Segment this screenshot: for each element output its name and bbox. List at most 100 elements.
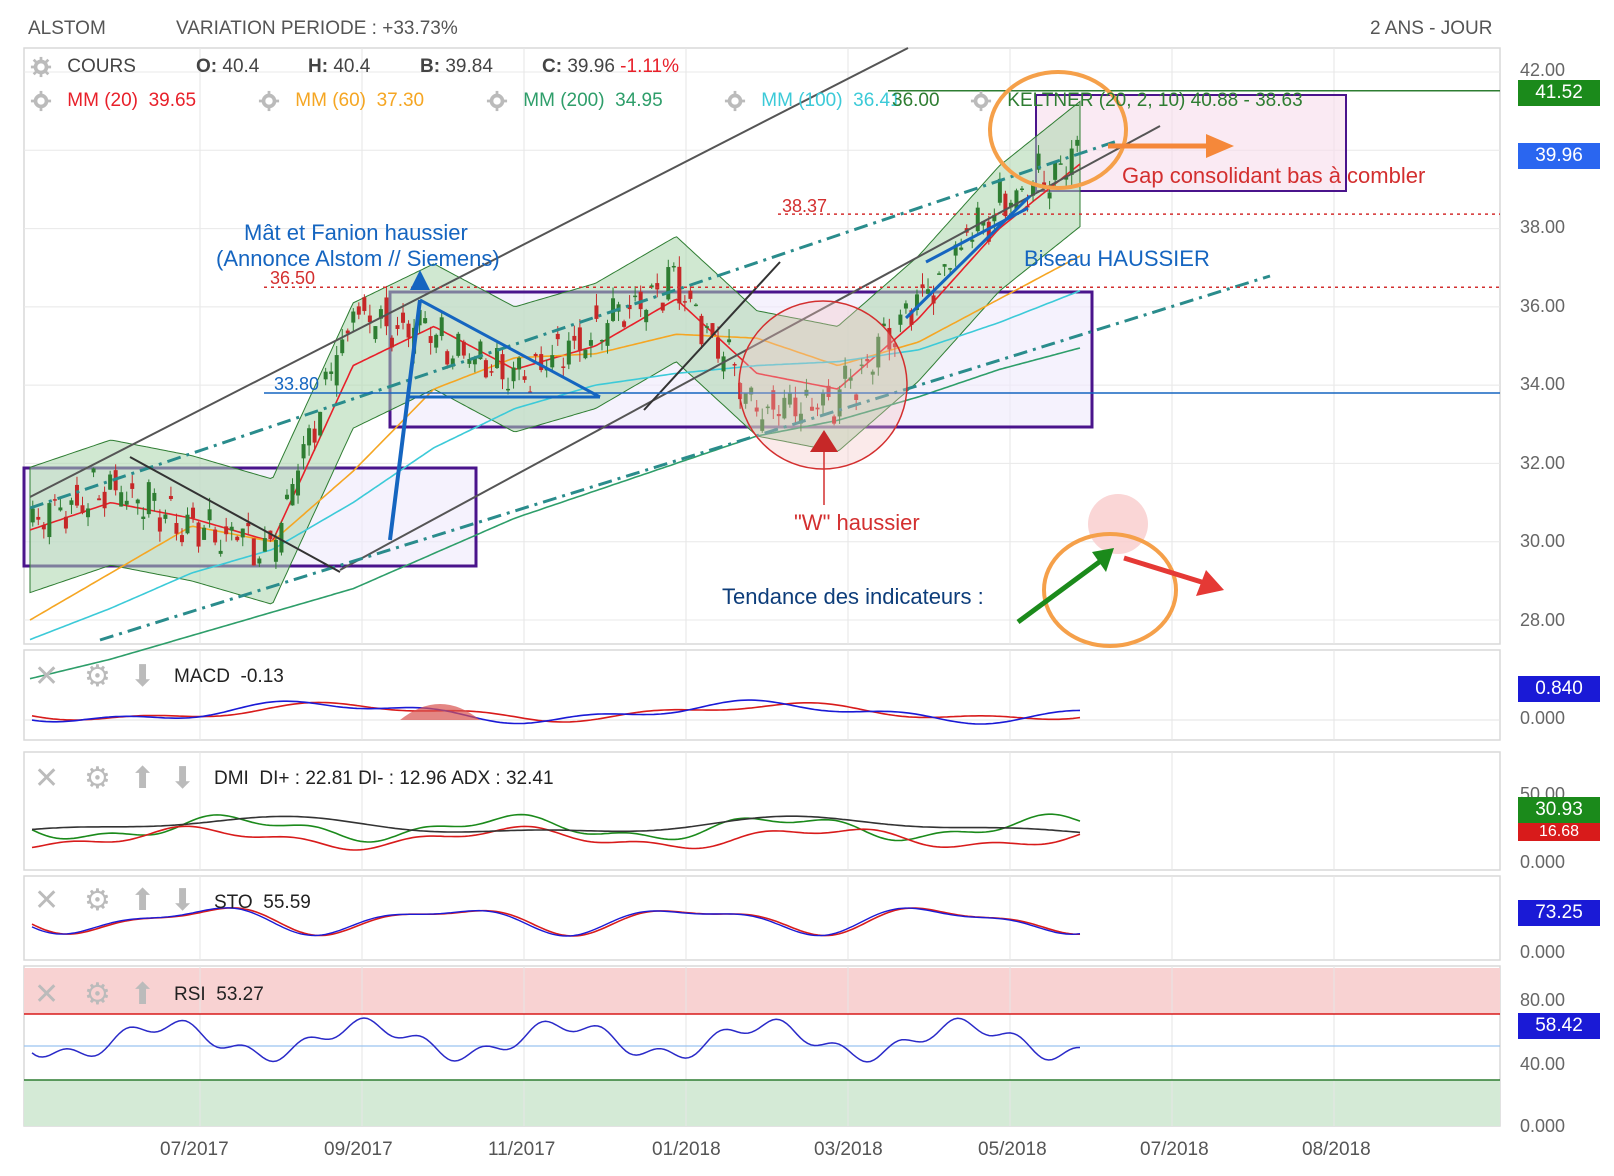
candle-body (91, 468, 96, 473)
candle-body (876, 336, 881, 368)
candle-body (1025, 205, 1030, 208)
arrow-up-icon[interactable]: ⬆ (130, 978, 156, 1011)
gear-icon[interactable] (724, 90, 746, 112)
candle-body (743, 393, 748, 404)
candle-body (914, 294, 919, 311)
trend-up-arrow-head (1092, 548, 1114, 572)
candle-body (693, 304, 698, 307)
close-icon[interactable]: ✕ (34, 762, 60, 795)
x-tick: 01/2018 (652, 1139, 721, 1160)
arrow-down-icon[interactable]: ⬇ (170, 884, 196, 917)
candle-body (870, 371, 875, 375)
candle-body (423, 318, 428, 324)
candle-body (832, 416, 837, 424)
candle-body (224, 526, 229, 535)
trend-annotation: Tendance des indicateurs : (722, 584, 984, 609)
candle-body (699, 315, 704, 345)
period-variation: VARIATION PERIODE : +33.73% (176, 18, 458, 39)
candle-body (384, 297, 389, 327)
candle-body (517, 357, 522, 370)
arrow-down-icon[interactable]: ⬇ (130, 660, 156, 693)
trend-circle (1042, 532, 1178, 648)
candle-body (754, 407, 759, 412)
candle-body (445, 351, 450, 365)
rsi-badge: 58.42 (1518, 1013, 1600, 1039)
candle-body (622, 321, 627, 327)
candle-body (533, 353, 538, 357)
keltner-value-2: 36.00 (892, 90, 940, 111)
arrow-down-icon[interactable]: ⬇ (170, 762, 196, 795)
gear-icon[interactable]: ⚙ (84, 762, 111, 795)
gear-icon[interactable]: ⚙ (84, 884, 111, 917)
arrow-up-icon[interactable]: ⬆ (130, 884, 156, 917)
candle-body (257, 558, 262, 564)
candle-body (373, 326, 378, 340)
candle-body (511, 367, 516, 382)
level-36-50: 36.50 (270, 268, 316, 288)
candle-body (494, 348, 499, 369)
w-pattern-arrow-head (810, 430, 838, 452)
open-value: O: 40.4 (196, 56, 260, 77)
y-tick: 34.00 (1520, 374, 1566, 394)
candle-body (506, 388, 511, 391)
gear-icon[interactable] (486, 90, 508, 112)
candle-body (179, 535, 184, 543)
candle-body (152, 492, 157, 501)
candle-body (130, 483, 135, 489)
close-icon[interactable]: ✕ (34, 660, 60, 693)
candle-body (566, 340, 571, 365)
period-selector[interactable]: 2 ANS - JOUR (1370, 18, 1493, 39)
mm100-legend: MM (100) 36.41 (724, 90, 901, 112)
candle-body (489, 371, 494, 373)
dmi-y-tick: 0.000 (1520, 852, 1566, 872)
candle-body (561, 366, 566, 368)
close-icon[interactable]: ✕ (34, 884, 60, 917)
sto-k-line (31, 907, 1081, 937)
x-tick: 07/2017 (160, 1139, 229, 1160)
candle-body (240, 528, 245, 538)
dmi-minus-line (31, 825, 1081, 851)
arrow-up-icon[interactable]: ⬆ (130, 762, 156, 795)
gear-icon[interactable] (30, 56, 52, 78)
candle-body (329, 371, 334, 374)
candle-body (191, 507, 196, 519)
candle-body (168, 495, 173, 499)
candle-body (246, 522, 251, 527)
candle-body (1003, 193, 1008, 217)
wedge-annotation: Biseau HAUSSIER (1024, 246, 1210, 271)
candle-body (633, 295, 638, 298)
candle-body (809, 406, 814, 411)
gear-icon[interactable] (30, 90, 52, 112)
gear-icon[interactable]: ⚙ (84, 660, 111, 693)
dmi-red-badge: 16.68 (1518, 823, 1600, 841)
candle-body (605, 323, 610, 346)
candle-body (1058, 163, 1063, 165)
mm200-legend: MM (200) 34.95 (486, 90, 663, 112)
candle-body (467, 359, 472, 364)
mm60-legend: MM (60) 37.30 (258, 90, 424, 112)
candle-body (865, 358, 870, 362)
candle-body (776, 414, 781, 417)
candle-body (1008, 202, 1013, 208)
panel-frame (23, 751, 1501, 871)
close-icon[interactable]: ✕ (34, 978, 60, 1011)
candle-body (843, 365, 848, 379)
gear-icon[interactable]: ⚙ (84, 978, 111, 1011)
candle-body (793, 397, 798, 417)
rsi-y-tick: 80.00 (1520, 990, 1566, 1010)
candle-body (323, 371, 328, 380)
channel-line (29, 138, 1121, 510)
x-tick: 11/2017 (488, 1139, 556, 1160)
candle-body (279, 522, 284, 553)
candle-body (815, 407, 820, 410)
gear-icon[interactable] (970, 90, 992, 112)
low-value: B: 39.84 (420, 56, 493, 77)
candle-body (262, 538, 267, 552)
gap-annotation: Gap consolidant bas à combler (1122, 163, 1426, 188)
candle-body (273, 539, 278, 562)
gear-icon[interactable] (258, 90, 280, 112)
candle-body (898, 314, 903, 325)
candle-body (1047, 192, 1052, 199)
flag-annotation-line2: (Annonce Alstom // Siemens) (216, 246, 500, 271)
